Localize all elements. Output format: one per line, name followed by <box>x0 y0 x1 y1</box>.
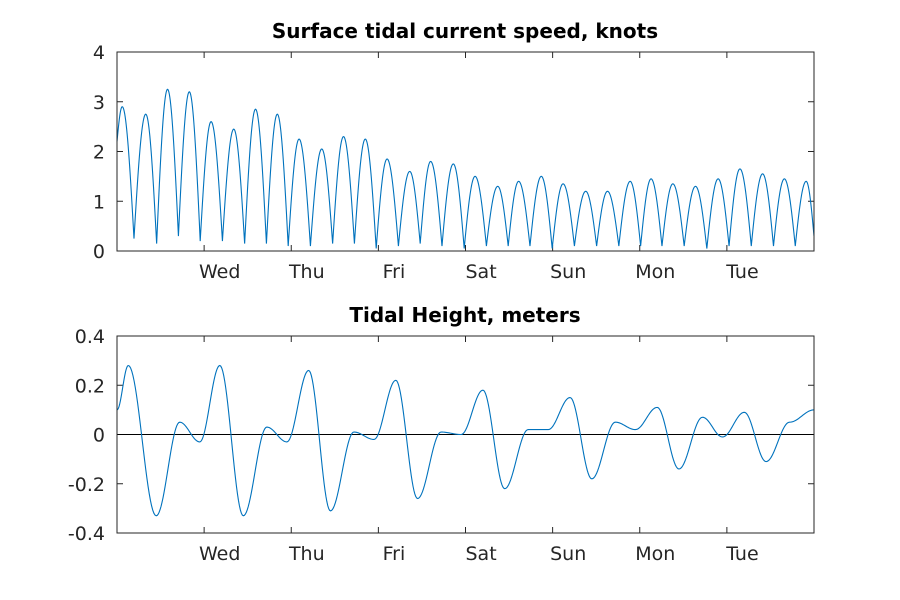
tidal-height-y-tick-label: 0.4 <box>75 326 105 348</box>
tidal-height-y-tick-label: 0.2 <box>75 375 105 397</box>
current-speed-y-tick-label: 3 <box>93 92 105 114</box>
current-speed-x-tick-label: Fri <box>383 261 406 283</box>
current-speed-x-tick-label: Tue <box>725 261 758 283</box>
current-speed-x-ticks: Wed Thu Fri Sat Sun Mon Tue <box>199 52 759 283</box>
tidal-height-y-tick-label: -0.4 <box>68 523 105 545</box>
current-speed-x-tick-label: Sun <box>550 261 586 283</box>
tidal-height-x-tick-label: Fri <box>383 543 406 565</box>
current-speed-series-line <box>116 88 815 249</box>
tidal-height-x-tick-label: Tue <box>725 543 758 565</box>
current-speed-title: Surface tidal current speed, knots <box>272 19 658 43</box>
tidal-height-series-line <box>116 364 815 517</box>
tidal-height-y-ticks: -0.4 -0.2 0 0.2 0.4 <box>68 326 814 545</box>
tidal-height-x-tick-label: Thu <box>288 543 325 565</box>
tidal-height-y-tick-label: 0 <box>93 425 105 447</box>
tidal-height-axes-frame <box>116 335 815 534</box>
tidal-height-x-ticks: Wed Thu Fri Sat Sun Mon Tue <box>199 336 759 565</box>
current-speed-x-tick-label: Mon <box>635 261 675 283</box>
current-speed-y-tick-label: 0 <box>93 241 105 263</box>
tidal-height-x-tick-label: Sat <box>465 543 496 565</box>
tidal-height-x-tick-label: Sun <box>550 543 586 565</box>
tidal-height-title: Tidal Height, meters <box>349 303 580 327</box>
current-speed-chart: Surface tidal current speed, knots 0 1 2 3 4… <box>93 19 815 283</box>
current-speed-y-tick-label: 4 <box>93 42 105 64</box>
tidal-height-x-tick-label: Wed <box>199 543 240 565</box>
current-speed-x-tick-label: Sat <box>465 261 496 283</box>
tidal-height-chart: Tidal Height, meters -0.4 -0.2 0 0.2 0.4 Wed… <box>68 303 815 565</box>
current-speed-axes-frame <box>116 51 815 252</box>
current-speed-x-tick-label: Thu <box>288 261 325 283</box>
current-speed-x-tick-label: Wed <box>199 261 240 283</box>
current-speed-y-tick-label: 1 <box>93 191 105 213</box>
current-speed-y-ticks: 0 1 2 3 4 <box>93 42 814 263</box>
tidal-height-x-tick-label: Mon <box>635 543 675 565</box>
tidal-height-y-tick-label: -0.2 <box>68 474 105 496</box>
current-speed-y-tick-label: 2 <box>93 142 105 164</box>
